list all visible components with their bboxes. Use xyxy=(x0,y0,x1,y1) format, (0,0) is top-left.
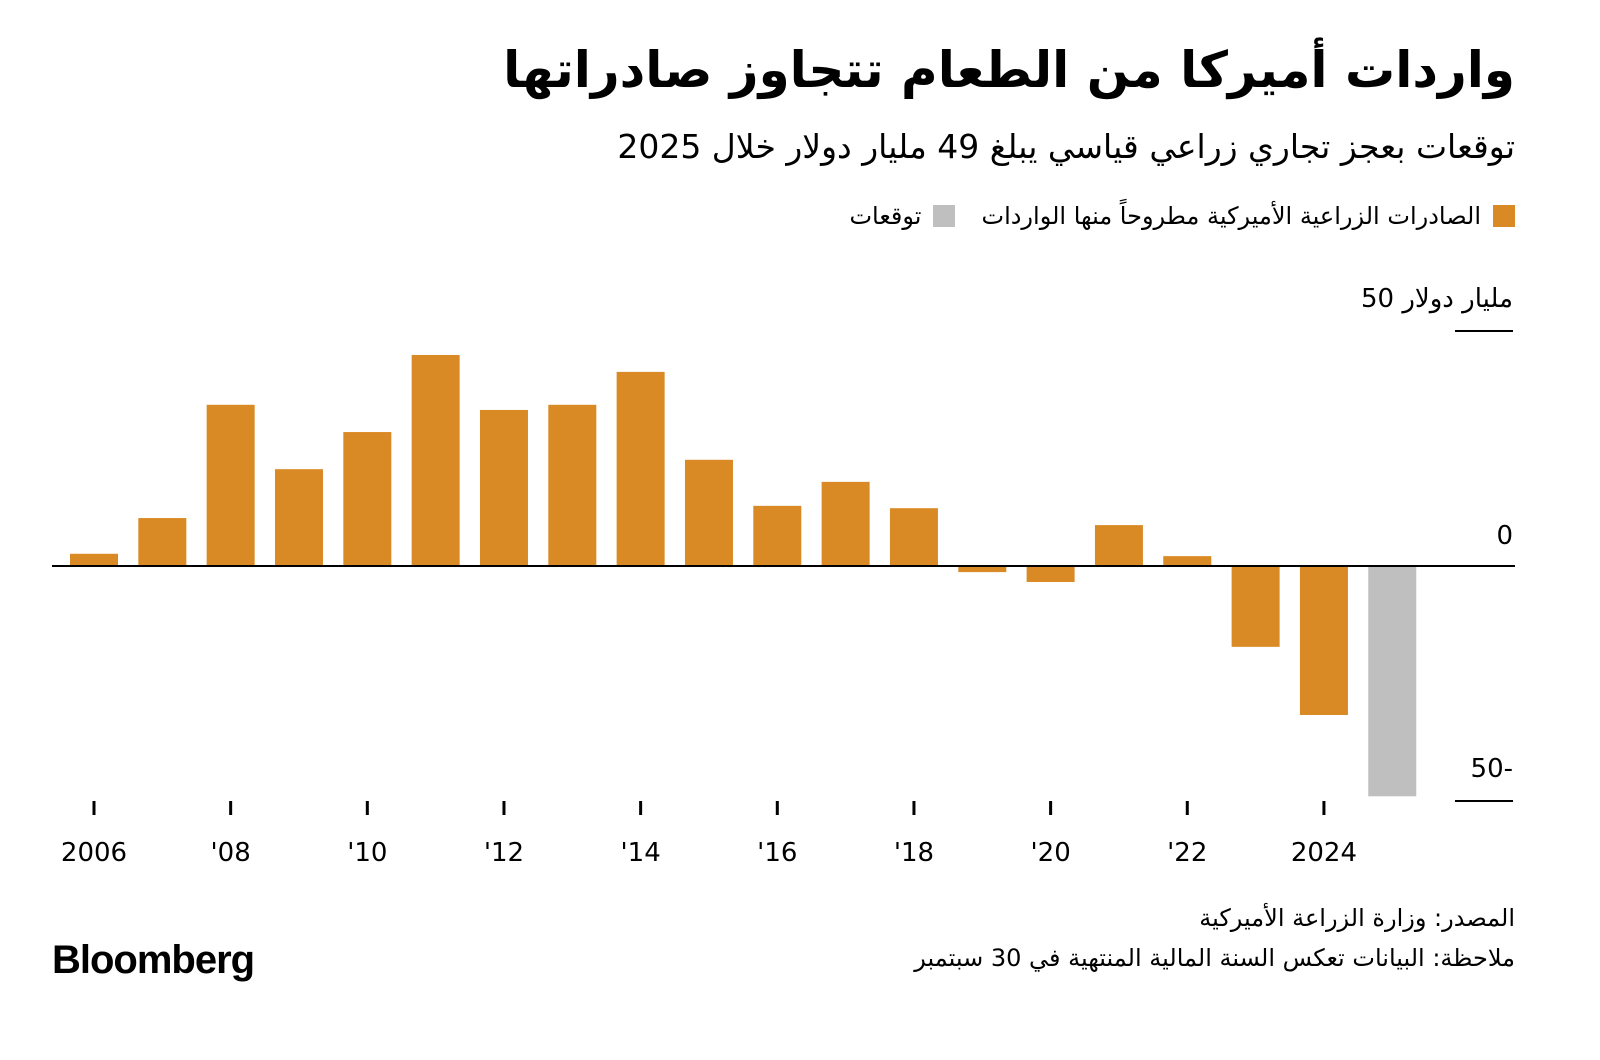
x-tick-label: '08 xyxy=(211,838,251,868)
bar-forecast xyxy=(1368,566,1417,797)
x-tick-label: '10 xyxy=(347,838,387,868)
bar xyxy=(138,518,187,566)
x-tick-label: '22 xyxy=(1167,838,1207,868)
bar xyxy=(821,481,870,566)
bloomberg-logo: Bloomberg xyxy=(52,938,255,982)
source-note: المصدر: وزارة الزراعة الأميركية xyxy=(1199,904,1515,932)
x-tick-label: '12 xyxy=(484,838,524,868)
bar xyxy=(753,505,802,566)
bar xyxy=(274,469,323,566)
legend: الصادرات الزراعية الأميركية مطروحاً منها… xyxy=(849,198,1515,234)
data-note: ملاحظة: البيانات تعكس السنة المالية المن… xyxy=(914,944,1515,972)
bar xyxy=(684,459,733,566)
bar xyxy=(1231,566,1280,647)
bar xyxy=(958,566,1007,573)
y-tick-label: 0 xyxy=(1496,521,1513,551)
x-tick-label: '14 xyxy=(621,838,661,868)
bar xyxy=(548,404,597,566)
y-tick-label: 50- xyxy=(1471,754,1513,784)
y-tick-label: 50 مليار دولار xyxy=(1361,284,1513,314)
x-tick-label: 2024 xyxy=(1291,838,1357,868)
legend-swatch-actual xyxy=(1493,205,1515,227)
chart-title: واردات أميركا من الطعام تتجاوز صادراتها xyxy=(503,41,1515,99)
bar xyxy=(479,409,528,566)
legend-item-actual: الصادرات الزراعية الأميركية مطروحاً منها… xyxy=(981,198,1515,234)
footer: المصدر: وزارة الزراعة الأميركية ملاحظة: … xyxy=(914,898,1515,978)
bar xyxy=(1163,556,1212,566)
bar xyxy=(889,508,938,566)
bar xyxy=(1026,566,1075,582)
bar xyxy=(206,404,255,566)
chart-subtitle: توقعات بعجز تجاري زراعي قياسي يبلغ 49 مل… xyxy=(617,127,1515,166)
bar xyxy=(1299,566,1348,715)
x-tick-label: '16 xyxy=(757,838,797,868)
x-tick-label: '18 xyxy=(894,838,934,868)
bar xyxy=(411,354,460,566)
x-tick-label: 2006 xyxy=(61,838,127,868)
legend-item-forecast: توقعات xyxy=(849,198,956,234)
legend-label-forecast: توقعات xyxy=(849,202,922,230)
bar xyxy=(616,371,665,566)
bar xyxy=(1094,525,1143,566)
x-tick-label: '20 xyxy=(1031,838,1071,868)
legend-label-actual: الصادرات الزراعية الأميركية مطروحاً منها… xyxy=(981,202,1481,230)
bar xyxy=(70,553,118,566)
bar xyxy=(343,432,392,566)
legend-swatch-forecast xyxy=(933,205,956,227)
